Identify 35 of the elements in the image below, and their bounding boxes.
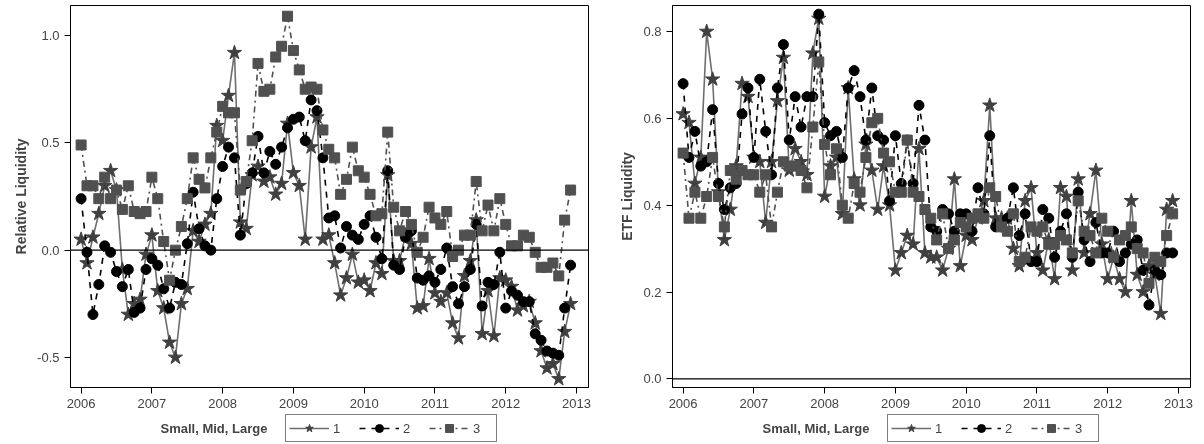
x-tick-label: 2006 [668,395,698,411]
legend-label: 2 [403,420,412,436]
legend-label: 3 [1075,420,1084,436]
y-tick-label: -0.5 [37,349,60,365]
y-tick-label: 0.2 [643,284,662,300]
y-tick-label: 0.0 [643,371,662,387]
legend-title: Small, Mid, Large [160,420,268,436]
x-tick-label: 2012 [1093,395,1123,411]
y-tick-label: 0.4 [643,197,662,213]
x-tick-label: 2012 [491,395,521,411]
legend-label: 2 [1005,420,1014,436]
y-tick-label: 0.8 [643,24,662,40]
y-tick-label: 0.0 [41,242,60,258]
legend-label: 1 [333,420,342,436]
x-tick-label: 2009 [880,395,910,411]
x-tick-label: 2013 [1164,395,1193,411]
x-tick-label: 2008 [810,395,840,411]
y-axis-title: Relative Liquidity [13,138,30,255]
x-tick-label: 2011 [420,395,449,411]
x-tick-label: 2013 [562,395,591,411]
x-tick-label: 2011 [1022,395,1051,411]
y-tick-label: 0.6 [643,110,662,126]
y-axis-title: ETF Liquidity [619,151,636,241]
x-tick-label: 2007 [137,395,167,411]
x-tick-label: 2006 [66,395,96,411]
y-tick-label: 0.5 [41,135,60,151]
x-tick-label: 2009 [278,395,308,411]
legend-title: Small, Mid, Large [762,420,870,436]
y-tick-label: 1.0 [41,28,60,44]
x-tick-label: 2010 [349,395,379,411]
legend-label: 1 [935,420,944,436]
x-tick-label: 2008 [208,395,238,411]
legend-label: 3 [473,420,482,436]
x-tick-label: 2010 [951,395,981,411]
x-tick-label: 2007 [739,395,769,411]
